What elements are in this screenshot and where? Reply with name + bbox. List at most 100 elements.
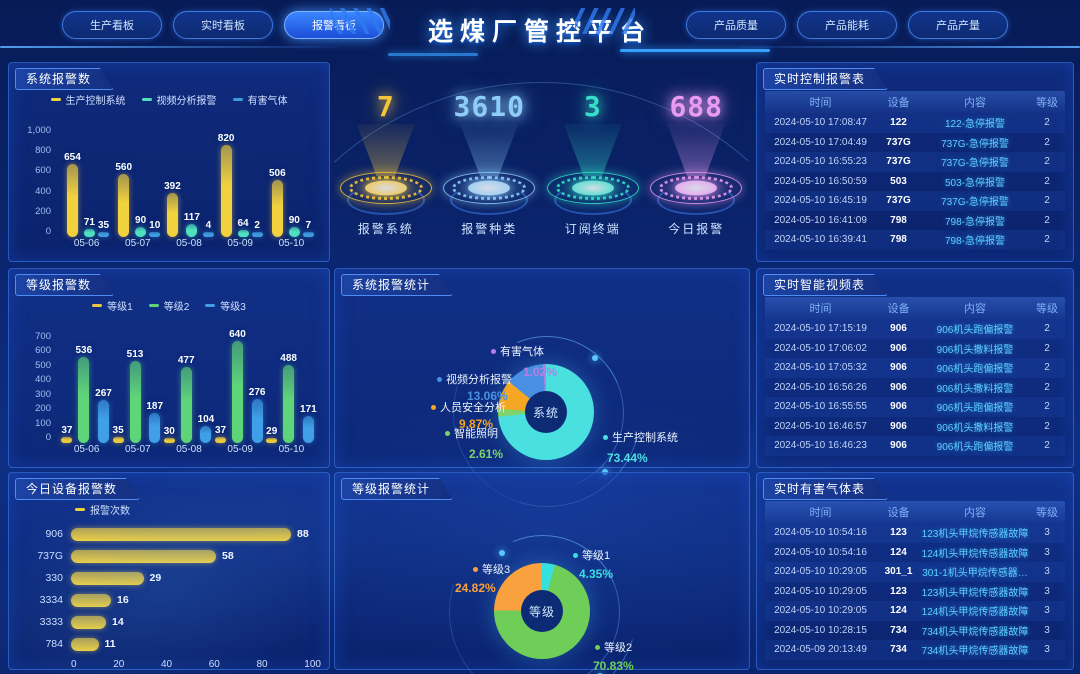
pedestal-base xyxy=(553,185,632,215)
bar-wrap: 2 xyxy=(251,220,263,237)
slice-percent: 1.02% xyxy=(523,365,558,379)
table-row[interactable]: 2024-05-10 10:54:16 123 123机头甲烷传感器故障 3 xyxy=(765,523,1065,543)
table-row[interactable]: 2024-05-10 17:15:19 906 906机头跑偏报警 2 xyxy=(765,319,1065,339)
hbar-row: 330 29 xyxy=(17,567,321,589)
y-tick: 200 xyxy=(35,403,51,415)
table-row[interactable]: 2024-05-10 10:54:16 124 124机头甲烷传感器故障 3 xyxy=(765,543,1065,563)
slice-dot-icon xyxy=(603,434,608,440)
bar-value: 640 xyxy=(229,328,246,340)
legend-item[interactable]: 等级3 xyxy=(205,298,246,313)
legend-item[interactable]: 报警次数 xyxy=(75,502,130,517)
table-row[interactable]: 2024-05-10 16:55:23 737G 737G-急停报警 2 xyxy=(765,152,1065,172)
hbar-value: 29 xyxy=(149,571,162,584)
table-row[interactable]: 2024-05-10 17:05:32 906 906机头跑偏报警 2 xyxy=(765,358,1065,378)
cell-time: 2024-05-10 10:29:05 xyxy=(774,585,867,597)
bar xyxy=(200,426,212,443)
table-row[interactable]: 2024-05-10 16:56:26 906 906机头撒料报警 2 xyxy=(765,378,1065,398)
table-row[interactable]: 2024-05-10 10:29:05 124 124机头甲烷传感器故障 3 xyxy=(765,601,1065,621)
bar xyxy=(83,229,95,237)
table-row[interactable]: 2024-05-10 16:45:19 737G 737G-急停报警 2 xyxy=(765,191,1065,211)
table-row[interactable]: 2024-05-10 16:55:55 906 906机头跑偏报警 2 xyxy=(765,397,1065,417)
table-row[interactable]: 2024-05-10 16:39:41 798 798-急停报警 2 xyxy=(765,230,1065,250)
hbar-track: 14 xyxy=(71,615,321,629)
table-row[interactable]: 2024-05-10 16:41:09 798 798-急停报警 2 xyxy=(765,211,1065,231)
donut-center-label: 等级 xyxy=(528,604,555,619)
cell-level: 2 xyxy=(1044,195,1050,207)
cell-content: 124机头甲烷传感器故障 xyxy=(921,548,1029,560)
bars: 37 640 276 xyxy=(215,315,265,443)
bar-wrap: 71 xyxy=(84,217,95,237)
cell-device: 734 xyxy=(890,624,907,636)
bar xyxy=(288,226,300,237)
legend-item[interactable]: 有害气体 xyxy=(232,92,288,107)
bar-wrap: 35 xyxy=(98,220,109,237)
y-tick: 600 xyxy=(35,165,51,177)
y-tick: 0 xyxy=(45,225,51,237)
cell-content: 737G-急停报警 xyxy=(941,138,1009,150)
bar-wrap: 7 xyxy=(302,220,314,237)
legend-dash-icon xyxy=(148,303,159,307)
bar-wrap: 35 xyxy=(113,425,124,443)
nav-realtime-board[interactable]: 实时看板 xyxy=(173,11,273,39)
slice-label: 等级3 xyxy=(473,561,510,577)
header-decor-line-right xyxy=(740,46,1080,48)
bar-value: 654 xyxy=(64,151,81,163)
cell-content: 906机头跑偏报警 xyxy=(936,325,1014,337)
cell-time: 2024-05-10 16:46:57 xyxy=(774,420,867,432)
bars: 35 513 187 xyxy=(113,315,163,443)
nav-product-energy[interactable]: 产品能耗 xyxy=(797,11,897,39)
bar-wrap: 30 xyxy=(164,426,175,443)
table-row[interactable]: 2024-05-10 17:04:49 737G 737G-急停报警 2 xyxy=(765,133,1065,153)
y-tick: 400 xyxy=(35,185,51,197)
x-tick: 40 xyxy=(160,659,173,670)
cell-level: 2 xyxy=(1044,401,1050,413)
bar-value: 2 xyxy=(254,220,260,231)
category-label: 05-09 xyxy=(227,444,253,455)
bar xyxy=(129,360,141,443)
legend-dash-icon xyxy=(92,303,103,307)
hbar xyxy=(71,615,106,629)
table-row[interactable]: 2024-05-10 17:08:47 122 122-急停报警 2 xyxy=(765,113,1065,133)
bar-value: 29 xyxy=(266,426,278,437)
hbar-rows: 906 88 737G 58 330 29 3334 16 3333 14 784 11 xyxy=(17,523,321,655)
stat-item: 7 报警系统 xyxy=(338,90,434,262)
panel-title: 实时控制报警表 xyxy=(763,68,888,90)
bar xyxy=(163,438,175,443)
cell-device: 906 xyxy=(890,323,907,335)
pedestal-base xyxy=(346,185,425,215)
table-row[interactable]: 2024-05-10 16:46:23 906 906机头跑偏报警 2 xyxy=(765,436,1065,456)
nav-product-quality[interactable]: 产品质量 xyxy=(686,11,786,39)
table-row[interactable]: 2024-05-10 10:29:05 301_1 301-1机头甲烷传感器… 3 xyxy=(765,562,1065,582)
stat-item: 688 今日报警 xyxy=(648,90,744,262)
bar-wrap: 64 xyxy=(237,218,249,237)
column-header: 内容 xyxy=(964,97,986,109)
bar-wrap: 276 xyxy=(249,387,265,443)
hbar-row: 3333 14 xyxy=(17,611,321,633)
table-row[interactable]: 2024-05-10 17:06:02 906 906机头撒料报警 2 xyxy=(765,339,1065,359)
bar xyxy=(180,366,192,443)
table-row[interactable]: 2024-05-10 10:29:05 123 123机头甲烷传感器故障 3 xyxy=(765,582,1065,602)
device-label: 784 xyxy=(45,638,63,650)
y-tick: 800 xyxy=(35,145,51,157)
cell-device: 123 xyxy=(890,527,907,539)
legend-item[interactable]: 等级2 xyxy=(148,298,189,313)
slice-label: 人员安全分析 xyxy=(431,399,506,415)
table-row[interactable]: 2024-05-10 16:50:59 503 503-急停报警 2 xyxy=(765,172,1065,192)
nav-production-board[interactable]: 生产看板 xyxy=(62,11,162,39)
legend-item[interactable]: 生产控制系统 xyxy=(50,92,126,107)
table-row[interactable]: 2024-05-09 20:13:49 734 734机头甲烷传感器故障 3 xyxy=(765,640,1065,660)
legend-item[interactable]: 视频分析报警 xyxy=(141,92,217,107)
stat-label: 报警种类 xyxy=(461,222,518,236)
cell-level: 2 xyxy=(1044,420,1050,432)
legend-item[interactable]: 等级1 xyxy=(92,298,133,313)
slice-label: 有害气体 xyxy=(491,343,544,359)
table-row[interactable]: 2024-05-10 16:46:57 906 906机头撒料报警 2 xyxy=(765,417,1065,437)
cell-level: 2 xyxy=(1044,362,1050,374)
hbar xyxy=(71,571,144,585)
nav-product-output[interactable]: 产品产量 xyxy=(908,11,1008,39)
bar-groups: 37 536 267 05-06 35 513 187 05-07 30 477 104 05-08 3… xyxy=(57,315,321,457)
panel-title: 等级报警数 xyxy=(15,274,114,296)
table-row[interactable]: 2024-05-10 10:28:15 734 734机头甲烷传感器故障 3 xyxy=(765,621,1065,641)
cell-content: 734机头甲烷传感器故障 xyxy=(921,626,1029,638)
y-tick: 600 xyxy=(35,345,51,357)
